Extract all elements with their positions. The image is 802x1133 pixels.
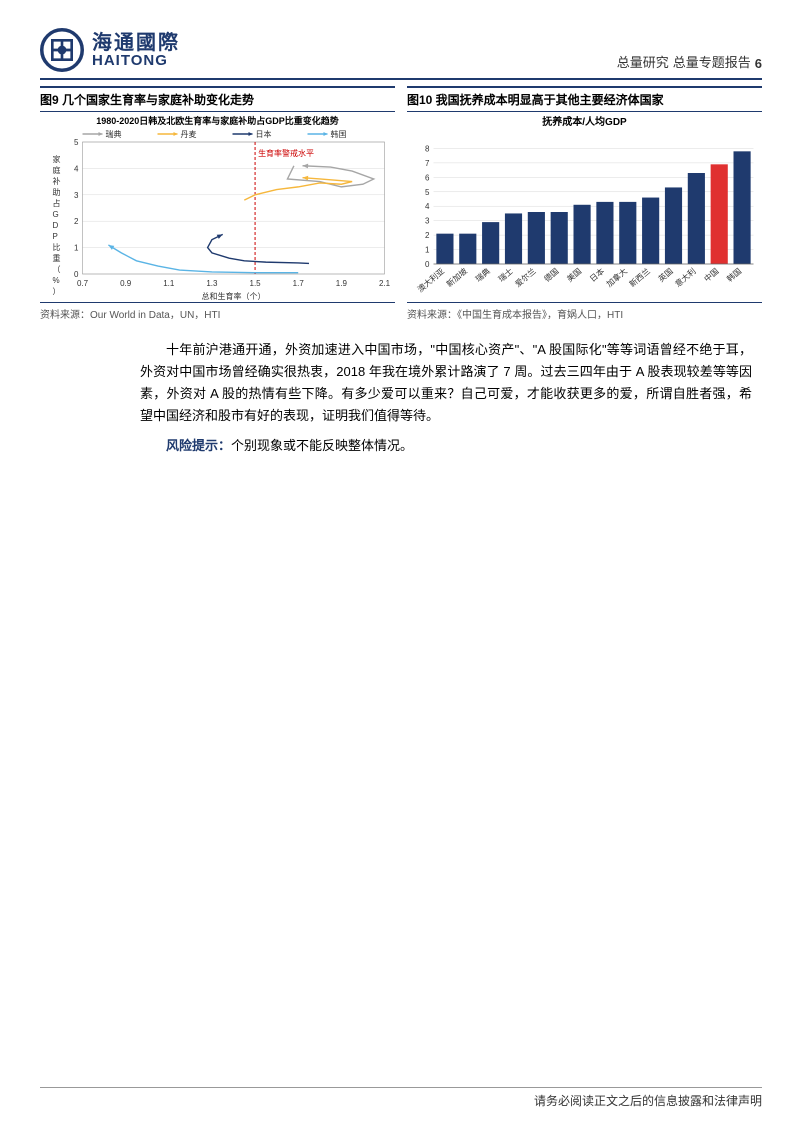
svg-text:抚养成本/人均GDP: 抚养成本/人均GDP — [542, 115, 627, 128]
svg-text:日本: 日本 — [256, 129, 272, 139]
svg-text:1.5: 1.5 — [250, 279, 262, 288]
svg-text:总和生育率（个）: 总和生育率（个） — [202, 291, 266, 301]
svg-text:0: 0 — [74, 270, 79, 279]
svg-text:）: ） — [53, 287, 61, 296]
svg-text:（: （ — [53, 265, 61, 274]
header-meta: 总量研究 总量专题报告 6 — [617, 52, 762, 71]
svg-text:助: 助 — [53, 187, 61, 197]
svg-text:0.7: 0.7 — [77, 279, 89, 288]
svg-text:日本: 日本 — [588, 266, 607, 284]
svg-text:英国: 英国 — [656, 266, 675, 284]
svg-text:1.3: 1.3 — [206, 279, 218, 288]
svg-text:6: 6 — [425, 173, 430, 182]
svg-text:新加坡: 新加坡 — [444, 266, 469, 289]
svg-text:3: 3 — [425, 217, 430, 226]
svg-text:8: 8 — [425, 144, 430, 153]
svg-text:生育率警戒水平: 生育率警戒水平 — [258, 148, 314, 158]
svg-text:2: 2 — [74, 217, 79, 226]
chart9-source: 资料来源：Our World in Data，UN，HTI — [40, 302, 395, 321]
svg-text:2.1: 2.1 — [379, 279, 391, 288]
header-category2: 总量专题报告 — [673, 52, 751, 71]
chart10-plot: 抚养成本/人均GDP 0 1 2 3 4 5 6 7 8 澳大利亚新加坡瑞典瑞士爱尔兰德国美国日本加… — [407, 112, 762, 302]
svg-text:7: 7 — [425, 159, 430, 168]
risk-label: 风险提示： — [166, 438, 231, 453]
svg-text:0.9: 0.9 — [120, 279, 132, 288]
svg-text:3: 3 — [74, 191, 79, 200]
svg-text:瑞典: 瑞典 — [106, 129, 122, 139]
logo-text-en: HAITONG — [92, 53, 180, 68]
svg-text:1.9: 1.9 — [336, 279, 348, 288]
svg-text:爱尔兰: 爱尔兰 — [513, 266, 538, 289]
svg-text:美国: 美国 — [565, 266, 584, 284]
svg-text:1.1: 1.1 — [163, 279, 175, 288]
svg-text:庭: 庭 — [53, 165, 61, 175]
footer-disclaimer: 请务必阅读正文之后的信息披露和法律声明 — [40, 1087, 762, 1109]
svg-text:比: 比 — [53, 242, 61, 252]
page-number: 6 — [755, 56, 762, 71]
svg-text:瑞典: 瑞典 — [473, 266, 492, 284]
svg-text:2: 2 — [425, 231, 430, 240]
risk-text: 个别现象或不能反映整体情况。 — [231, 438, 413, 453]
svg-text:1: 1 — [425, 246, 430, 255]
svg-text:4: 4 — [74, 164, 79, 173]
svg-text:意大利: 意大利 — [673, 266, 698, 289]
svg-text:0: 0 — [425, 260, 430, 269]
svg-text:%: % — [53, 276, 60, 285]
svg-text:新西兰: 新西兰 — [627, 266, 652, 289]
body-text: 十年前沪港通开通，外资加速进入中国市场，"中国核心资产"、"A 股国际化"等等词… — [40, 339, 762, 457]
chart10-container: 图10 我国抚养成本明显高于其他主要经济体国家 抚养成本/人均GDP 0 1 2 3 4 5… — [407, 86, 762, 321]
svg-text:德国: 德国 — [542, 266, 561, 284]
chart10-source: 资料来源：《中国生育成本报告》，育娲人口，HTI — [407, 302, 762, 321]
svg-text:1980-2020日韩及北欧生育率与家庭补助占GDP比重变化: 1980-2020日韩及北欧生育率与家庭补助占GDP比重变化趋势 — [96, 115, 339, 126]
svg-text:中国: 中国 — [702, 266, 721, 284]
chart9-container: 图9 几个国家生育率与家庭补助变化走势 1980-2020日韩及北欧生育率与家庭… — [40, 86, 395, 321]
svg-text:韩国: 韩国 — [331, 129, 347, 139]
svg-text:韩国: 韩国 — [725, 266, 744, 284]
svg-text:丹麦: 丹麦 — [181, 129, 197, 139]
svg-text:4: 4 — [425, 202, 430, 211]
svg-text:澳大利亚: 澳大利亚 — [415, 266, 446, 294]
svg-text:5: 5 — [425, 188, 430, 197]
svg-text:占: 占 — [53, 198, 61, 208]
svg-text:1: 1 — [74, 244, 79, 253]
svg-text:加拿大: 加拿大 — [604, 266, 629, 289]
svg-text:G: G — [53, 210, 59, 219]
svg-text:1.7: 1.7 — [293, 279, 305, 288]
haitong-logo-icon — [40, 28, 84, 72]
svg-text:重: 重 — [53, 253, 61, 263]
page-header: 海通國際 HAITONG 总量研究 总量专题报告 6 — [40, 28, 762, 80]
svg-text:家: 家 — [53, 154, 61, 164]
chart9-title: 图9 几个国家生育率与家庭补助变化走势 — [40, 86, 395, 112]
svg-text:5: 5 — [74, 138, 79, 147]
logo: 海通國際 HAITONG — [40, 28, 180, 72]
risk-paragraph: 风险提示：个别现象或不能反映整体情况。 — [140, 435, 752, 457]
svg-text:瑞士: 瑞士 — [496, 266, 515, 284]
svg-text:D: D — [53, 221, 59, 230]
svg-text:P: P — [53, 232, 58, 241]
logo-text-cn: 海通國際 — [92, 33, 180, 53]
header-category1: 总量研究 — [617, 52, 669, 71]
chart9-plot: 1980-2020日韩及北欧生育率与家庭补助占GDP比重变化趋势瑞典 丹麦 日本 韩国… — [40, 112, 395, 302]
svg-text:补: 补 — [53, 176, 61, 186]
paragraph-1: 十年前沪港通开通，外资加速进入中国市场，"中国核心资产"、"A 股国际化"等等词… — [140, 339, 752, 427]
chart10-title: 图10 我国抚养成本明显高于其他主要经济体国家 — [407, 86, 762, 112]
